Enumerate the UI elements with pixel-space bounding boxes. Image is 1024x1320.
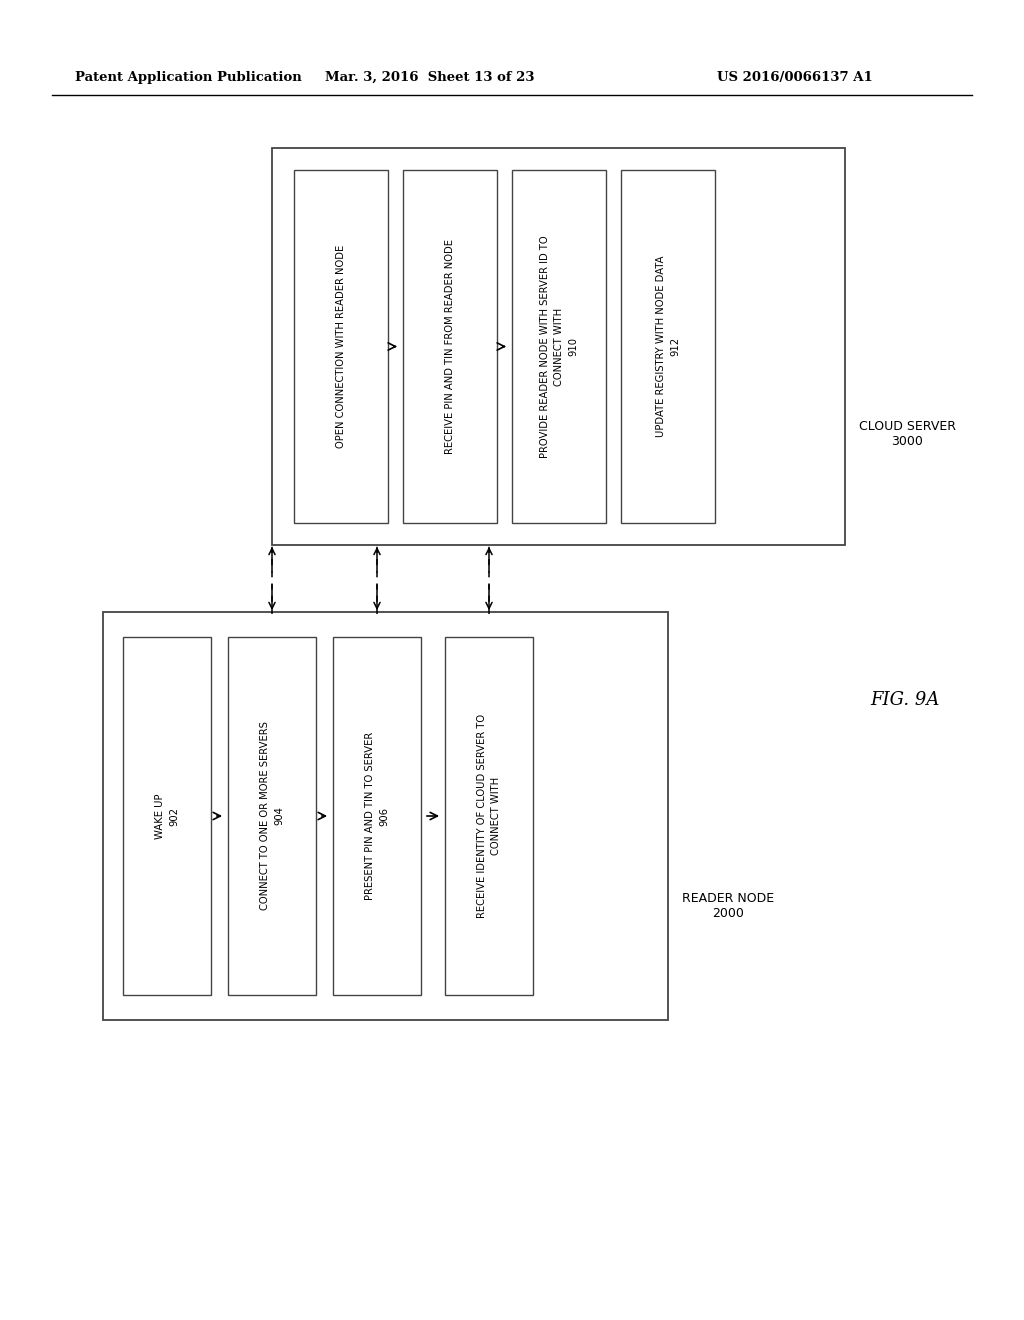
Text: RECEIVE PIN AND TIN FROM READER NODE: RECEIVE PIN AND TIN FROM READER NODE [445,239,455,454]
Bar [621,170,715,523]
Text: Mar. 3, 2016  Sheet 13 of 23: Mar. 3, 2016 Sheet 13 of 23 [326,70,535,83]
Text: RECEIVE IDENTITY OF CLOUD SERVER TO
CONNECT WITH: RECEIVE IDENTITY OF CLOUD SERVER TO CONN… [477,714,501,919]
Text: PRESENT PIN AND TIN TO SERVER
906: PRESENT PIN AND TIN TO SERVER 906 [365,731,389,900]
Text: US 2016/0066137 A1: US 2016/0066137 A1 [717,70,872,83]
Bar [103,612,668,1020]
Bar [512,170,606,523]
Text: CLOUD SERVER
3000: CLOUD SERVER 3000 [859,420,956,447]
Text: READER NODE
2000: READER NODE 2000 [682,892,774,920]
Text: Patent Application Publication: Patent Application Publication [75,70,302,83]
Text: FIG. 9A: FIG. 9A [870,690,939,709]
Bar [272,148,845,545]
Text: WAKE UP
902: WAKE UP 902 [155,793,179,838]
Text: CONNECT TO ONE OR MORE SERVERS
904: CONNECT TO ONE OR MORE SERVERS 904 [260,722,284,911]
Text: UPDATE REGISTRY WITH NODE DATA
912: UPDATE REGISTRY WITH NODE DATA 912 [656,256,680,437]
Bar [403,170,497,523]
Bar [123,638,211,995]
Bar [333,638,421,995]
Text: OPEN CONNECTION WITH READER NODE: OPEN CONNECTION WITH READER NODE [336,246,346,447]
Bar [228,638,316,995]
Bar [294,170,388,523]
Text: PROVIDE READER NODE WITH SERVER ID TO
CONNECT WITH
910: PROVIDE READER NODE WITH SERVER ID TO CO… [540,235,578,458]
Bar [445,638,534,995]
